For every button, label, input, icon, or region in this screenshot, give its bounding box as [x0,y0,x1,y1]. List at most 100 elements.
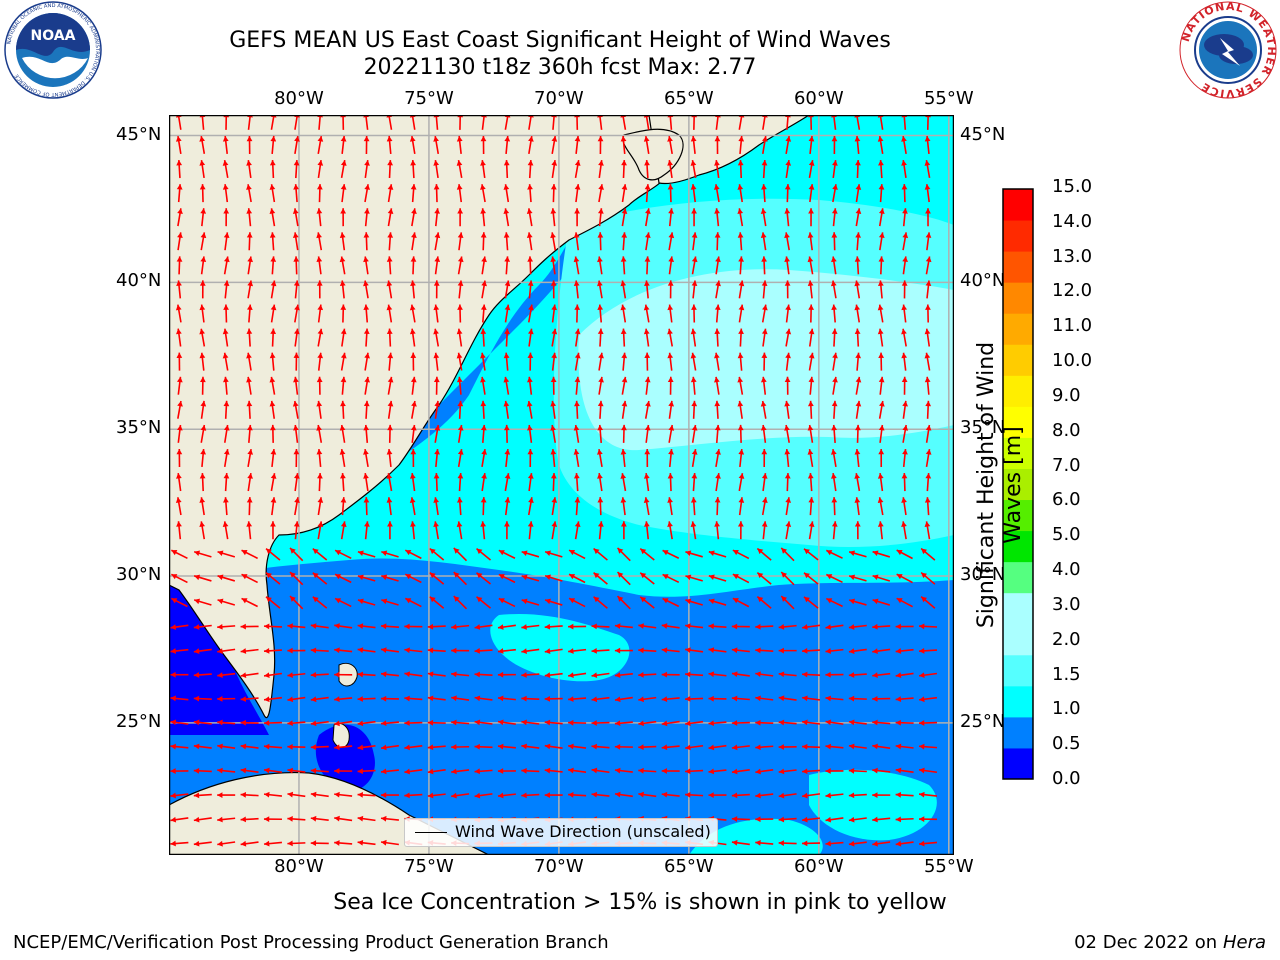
wave-arrow [433,184,440,203]
wave-arrow [217,792,236,798]
wave-arrow [643,473,650,492]
wave-arrow [551,497,558,516]
wave-arrow [427,792,446,799]
wave-arrow [644,448,651,467]
credit-branch: NCEP/EMC/Verification Post Processing Pr… [13,932,609,953]
legend-line-icon [415,832,447,833]
wave-arrow [527,328,534,347]
wave-arrow [170,695,189,702]
wave-arrow [755,840,774,846]
wave-arrow [668,448,674,468]
credit-host: Hera [1222,932,1266,953]
wave-arrow [901,280,908,299]
wave-arrow [714,304,721,323]
wave-arrow [755,647,774,654]
colorbar-segment [1003,468,1033,501]
wave-arrow [831,232,838,251]
wave-arrow [498,549,516,559]
wave-arrow [616,571,631,586]
wave-arrow [294,328,300,347]
wave-arrow [780,547,795,562]
wave-arrow [457,448,464,467]
wave-arrow [176,352,183,371]
wave-arrow [340,473,346,492]
wave-arrow [714,135,721,154]
wave-arrow [785,328,792,347]
wave-arrow [708,671,727,678]
wave-arrow [550,400,557,419]
wave-arrow [896,549,913,560]
wave-arrow [544,648,563,654]
wave-arrow [568,549,586,560]
wave-arrow [825,695,844,702]
wave-arrow [410,280,416,299]
wave-arrow [924,352,931,371]
wave-arrow [427,623,446,630]
wave-arrow [685,768,704,775]
colorbar-segment [1003,189,1033,221]
wave-arrow [685,623,704,629]
wave-arrow [289,571,304,586]
lat-label: 45°N [960,123,1006,145]
wave-arrow [808,497,815,516]
wave-arrow [380,720,399,727]
wave-arrow [825,816,844,823]
wave-arrow [574,328,581,347]
wave-arrow [409,497,416,516]
wave-arrow [761,256,767,275]
wave-arrow [825,648,844,654]
wave-arrow [316,448,323,468]
wave-arrow [685,792,704,798]
wave-arrow [643,328,650,347]
wave-arrow [287,791,306,798]
wave-arrow [872,719,891,726]
wave-arrow [357,598,376,606]
wave-arrow [925,424,932,443]
wave-arrow [574,521,581,540]
wave-arrow [317,328,324,347]
wave-arrow [240,672,259,679]
wave-arrow [387,400,394,419]
wave-arrow [638,720,657,727]
wave-arrow [476,572,492,585]
wave-arrow [474,743,493,750]
wave-arrow [755,744,774,751]
wave-arrow [217,672,236,678]
wave-arrow [380,792,399,798]
wave-arrow [550,256,557,275]
wave-arrow [597,473,603,492]
wave-arrow [170,573,188,584]
wave-arrow [170,719,189,726]
wave-arrow [265,596,281,609]
wave-arrow [240,840,259,847]
wave-arrow [667,135,673,154]
wave-arrow [737,352,744,371]
wave-arrow [497,792,516,799]
wave-arrow [193,743,212,750]
wave-arrow [784,280,791,299]
wave-arrow [690,135,697,154]
wave-arrow [690,497,697,516]
wave-arrow [526,232,533,251]
wave-arrow [404,744,423,751]
wave-arrow [568,672,587,679]
wave-arrow [363,400,370,419]
wave-arrow [614,672,633,678]
wind-wave-arrows [170,115,938,847]
wave-arrow [924,521,931,540]
wave-arrow [661,744,680,751]
wave-arrow [287,647,306,654]
wave-arrow [755,695,774,702]
wave-arrow [411,208,417,227]
wave-arrow [872,672,891,678]
wave-arrow [316,376,323,395]
wave-arrow [691,256,698,275]
wave-arrow [550,280,557,299]
wave-arrow [270,135,277,154]
wave-arrow [521,792,540,799]
wave-arrow [410,352,417,371]
wave-arrow [831,328,838,347]
wave-arrow [480,424,487,443]
wave-arrow [380,671,399,678]
wave-arrow [878,376,885,395]
